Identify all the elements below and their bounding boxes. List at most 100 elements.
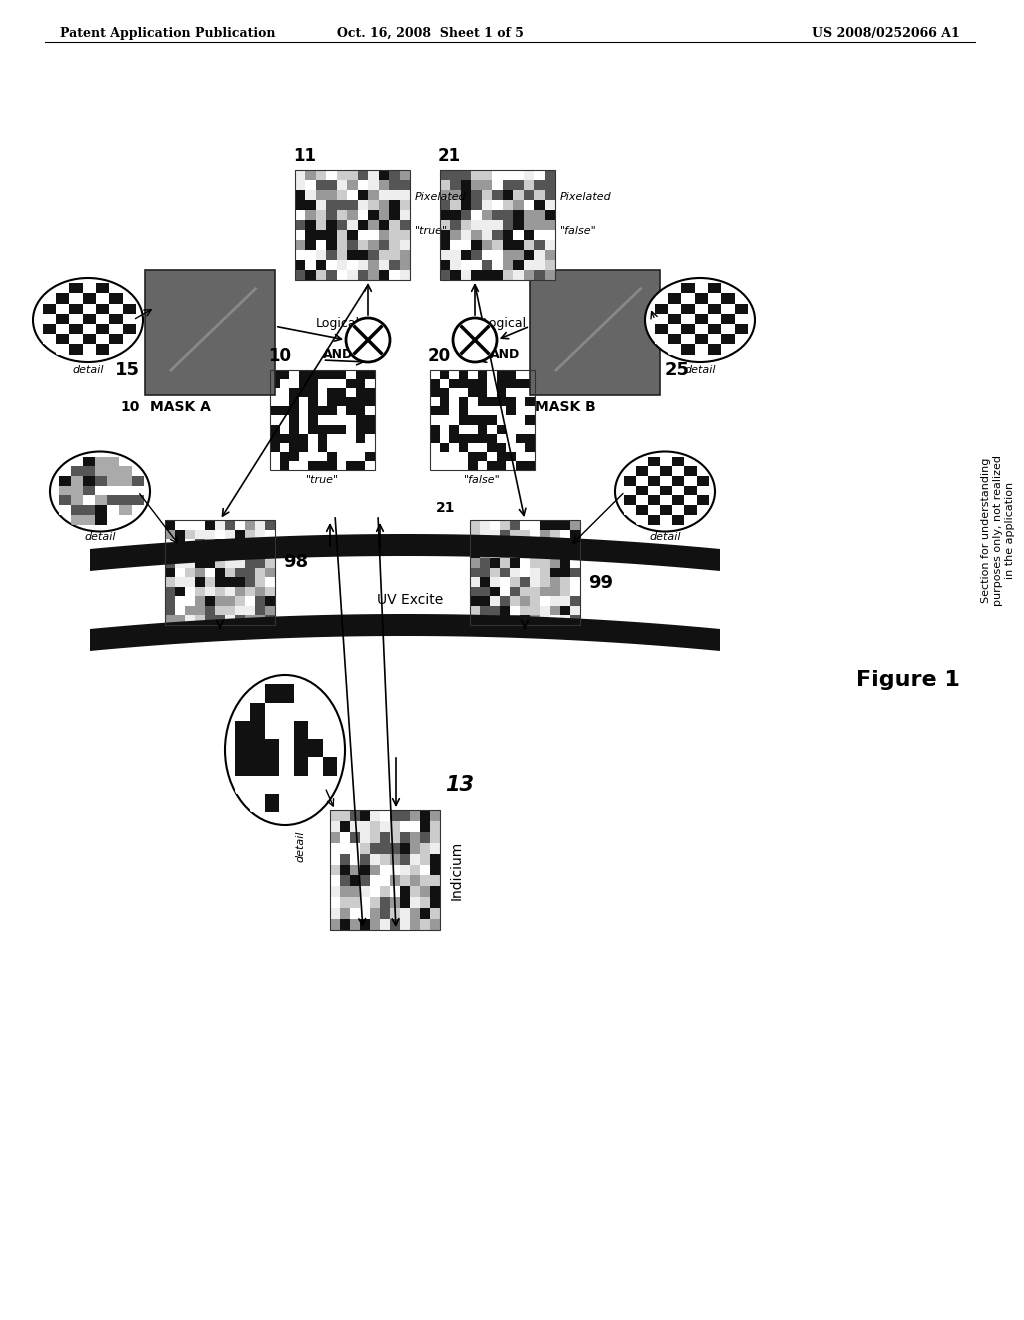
Bar [471,260,482,271]
Bar [70,334,83,345]
Bar [480,597,490,606]
Bar [497,407,506,416]
Bar [497,397,506,407]
Bar [245,549,255,558]
Bar [668,293,681,304]
Bar [83,284,96,293]
Ellipse shape [50,451,150,532]
Bar [165,520,175,529]
Bar [205,615,215,624]
Bar [523,180,535,190]
Bar [694,284,708,293]
Bar [400,865,410,875]
Bar [503,271,513,280]
Bar [540,615,550,624]
Bar [459,451,468,461]
Bar [337,434,346,442]
Bar [379,260,389,271]
Bar [470,558,480,568]
Bar [668,304,681,314]
Bar [470,597,480,606]
Bar [330,832,340,842]
Bar [545,210,555,220]
Bar [535,201,545,210]
Bar [503,180,513,190]
Bar [459,461,468,470]
Bar [347,230,357,240]
Bar [337,379,346,388]
Bar [215,529,225,539]
Bar [470,520,480,529]
Bar [523,201,535,210]
Bar [487,416,497,425]
Bar [399,190,410,201]
Text: "false": "false" [560,226,597,235]
Bar [410,821,420,832]
Bar [430,416,439,425]
Bar [317,451,328,461]
Bar [490,529,500,539]
Bar [294,739,308,758]
Bar [370,919,380,931]
Bar [487,434,497,442]
Bar [570,539,580,549]
Bar [347,220,357,230]
Bar [654,314,668,325]
Bar [420,898,430,908]
Bar [289,416,299,425]
Bar [366,379,375,388]
Bar [370,810,380,821]
Bar [357,271,369,280]
Text: Oct. 16, 2008  Sheet 1 of 5: Oct. 16, 2008 Sheet 1 of 5 [337,26,523,40]
Bar [673,477,684,486]
Bar [299,397,308,407]
Bar [330,898,340,908]
Bar [330,919,340,931]
Bar [654,304,668,314]
Bar [513,201,523,210]
Bar [461,271,471,280]
Bar [471,170,482,180]
Bar [280,461,289,470]
Bar [439,370,450,379]
Bar [468,379,478,388]
Bar [330,875,340,886]
Bar [340,898,350,908]
Bar [673,486,684,495]
Bar [380,875,390,886]
Bar [299,442,308,451]
Bar [56,314,70,325]
Bar [510,597,520,606]
Bar [540,577,550,587]
Bar [482,210,493,220]
Bar [295,201,305,210]
Bar [270,370,375,470]
Bar [305,170,316,180]
Bar [95,477,108,486]
Bar [513,260,523,271]
Bar [71,486,83,495]
Bar [123,314,136,325]
Bar [380,919,390,931]
Bar [451,271,461,280]
Bar [215,577,225,587]
Bar [648,477,660,486]
Bar [560,615,570,624]
Bar [234,529,245,539]
Bar [525,407,535,416]
Bar [450,451,459,461]
Bar [545,230,555,240]
Bar [195,558,205,568]
Bar [525,379,535,388]
Bar [225,529,234,539]
Bar [520,597,530,606]
Bar [289,370,299,379]
Circle shape [346,318,390,362]
Bar [487,442,497,451]
Bar [450,461,459,470]
Bar [185,568,195,577]
Text: UV Excite: UV Excite [377,593,443,607]
Bar [236,776,250,793]
Bar [280,776,294,793]
Bar [328,425,337,434]
